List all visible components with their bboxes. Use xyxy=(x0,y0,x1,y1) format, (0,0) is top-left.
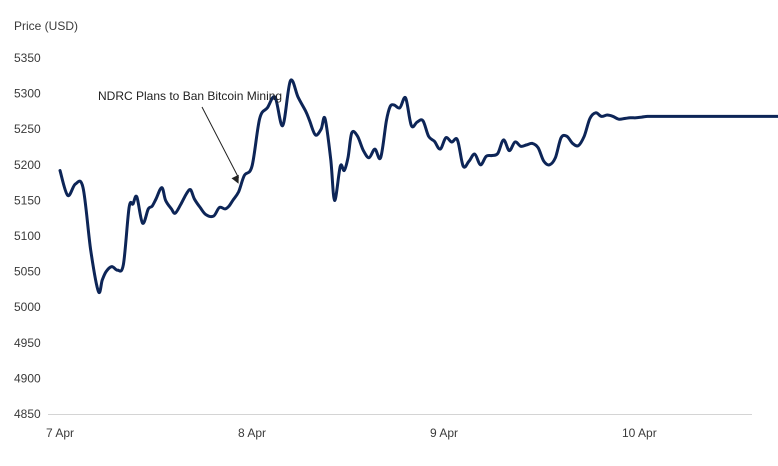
y-tick-label: 4950 xyxy=(14,336,41,350)
y-tick-label: 5050 xyxy=(14,265,41,279)
y-tick-label: 5300 xyxy=(14,87,41,101)
annotation-text: NDRC Plans to Ban Bitcoin Mining xyxy=(98,89,282,103)
y-tick-label: 4850 xyxy=(14,407,41,421)
y-tick-label: 5350 xyxy=(14,51,41,65)
x-axis-ticks: 7 Apr 8 Apr 9 Apr 10 Apr xyxy=(46,426,657,440)
annotation: NDRC Plans to Ban Bitcoin Mining xyxy=(98,89,282,184)
y-axis-ticks: 4850 4900 4950 5000 5050 5100 5150 5200 5250 5300… xyxy=(14,51,41,421)
y-tick-label: 5000 xyxy=(14,300,41,314)
x-tick-label: 10 Apr xyxy=(622,426,657,440)
y-tick-label: 5150 xyxy=(14,193,41,207)
series-line xyxy=(58,78,778,295)
y-tick-label: 5200 xyxy=(14,158,41,172)
y-tick-label: 4900 xyxy=(14,371,41,385)
x-tick-label: 8 Apr xyxy=(238,426,266,440)
x-tick-label: 9 Apr xyxy=(430,426,458,440)
y-tick-label: 5250 xyxy=(14,122,41,136)
annotation-arrow-line xyxy=(201,106,240,178)
y-axis-label: Price (USD) xyxy=(14,19,78,33)
y-tick-label: 5100 xyxy=(14,229,41,243)
annotation-arrow-head xyxy=(231,174,239,184)
x-tick-label: 7 Apr xyxy=(46,426,74,440)
